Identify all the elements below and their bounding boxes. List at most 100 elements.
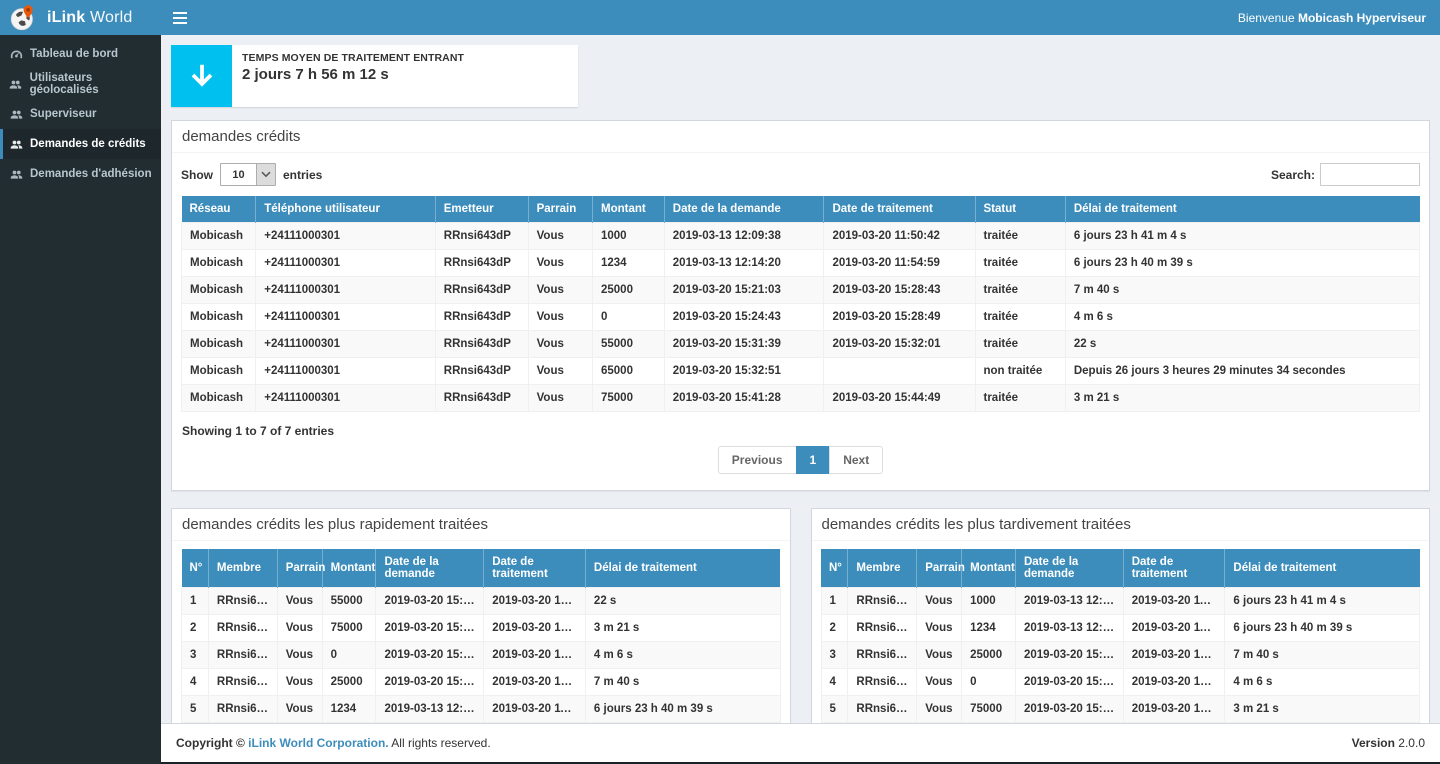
table-row: 4RRnsi643dPVous250002019-03-20 15:21:032… bbox=[182, 669, 781, 696]
version-label: Version bbox=[1352, 736, 1395, 750]
table-cell: RRnsi643dP bbox=[208, 696, 277, 723]
table-cell: Vous bbox=[528, 223, 592, 250]
sidebar-item-utilisateurs-geolocalises[interactable]: Utilisateurs géolocalisés bbox=[0, 69, 161, 99]
table-cell: 2019-03-20 11:54:59 bbox=[484, 696, 586, 723]
table-cell: 1234 bbox=[962, 615, 1016, 642]
table-row: Mobicash+24111000301RRnsi643dPVous750002… bbox=[182, 385, 1420, 412]
table-cell: +24111000301 bbox=[256, 304, 436, 331]
brand-logo[interactable]: iLink World bbox=[0, 0, 161, 35]
table-cell: 4 bbox=[182, 669, 209, 696]
sidebar-item-superviseur[interactable]: Superviseur bbox=[0, 99, 161, 129]
table-cell: 2019-03-20 15:41:28 bbox=[664, 385, 824, 412]
avg-processing-time-infobox: TEMPS MOYEN DE TRAITEMENT ENTRANT 2 jour… bbox=[171, 45, 578, 107]
footer: Copyright © iLink World Corporation. All… bbox=[161, 723, 1440, 762]
page-size-select[interactable]: 10 bbox=[220, 163, 276, 186]
table-cell: 25000 bbox=[322, 669, 376, 696]
gauge-icon bbox=[9, 48, 23, 61]
table-cell: 25000 bbox=[592, 277, 664, 304]
rights-text: All rights reserved. bbox=[389, 736, 491, 750]
column-header: N° bbox=[821, 549, 848, 588]
table-cell: 2019-03-13 12:14:20 bbox=[1015, 615, 1123, 642]
column-header[interactable]: Parrain bbox=[528, 196, 592, 223]
table-cell: 2019-03-20 15:44:49 bbox=[1123, 696, 1225, 723]
table-cell: 2019-03-20 15:28:43 bbox=[1123, 642, 1225, 669]
page-1-button[interactable]: 1 bbox=[796, 446, 831, 474]
column-header[interactable]: Montant bbox=[592, 196, 664, 223]
table-cell: +24111000301 bbox=[256, 250, 436, 277]
table-row: Mobicash+24111000301RRnsi643dPVous550002… bbox=[182, 331, 1420, 358]
hamburger-icon[interactable] bbox=[161, 0, 199, 35]
table-cell: 7 m 40 s bbox=[585, 669, 780, 696]
search-label: Search: bbox=[1271, 168, 1315, 182]
column-header: Montant bbox=[322, 549, 376, 588]
table-cell: 1000 bbox=[962, 588, 1016, 615]
table-cell: RRnsi643dP bbox=[208, 615, 277, 642]
next-page-button[interactable]: Next bbox=[829, 446, 883, 474]
column-header[interactable]: Date de la demande bbox=[664, 196, 824, 223]
sidebar-item-tableau-de-bord[interactable]: Tableau de bord bbox=[0, 39, 161, 69]
column-header[interactable]: Réseau bbox=[182, 196, 256, 223]
table-cell: 1 bbox=[821, 588, 848, 615]
previous-page-button[interactable]: Previous bbox=[718, 446, 797, 474]
table-cell: 3 m 21 s bbox=[1225, 696, 1420, 723]
sidebar-item-label: Demandes d'adhésion bbox=[30, 168, 152, 180]
column-header[interactable]: Statut bbox=[975, 196, 1065, 223]
table-row: Mobicash+24111000301RRnsi643dPVous02019-… bbox=[182, 304, 1420, 331]
fastest-processed-panel: demandes crédits les plus rapidement tra… bbox=[171, 508, 791, 734]
table-cell: 0 bbox=[592, 304, 664, 331]
entries-label: entries bbox=[283, 168, 322, 182]
table-cell: RRnsi643dP bbox=[435, 385, 528, 412]
table-cell: 2019-03-20 15:41:28 bbox=[1015, 696, 1123, 723]
column-header: Parrain bbox=[917, 549, 962, 588]
table-row: 2RRnsi643dPVous12342019-03-13 12:14:2020… bbox=[821, 615, 1420, 642]
table-cell: traitée bbox=[975, 223, 1065, 250]
table-cell: Mobicash bbox=[182, 223, 256, 250]
sidebar-item-label: Utilisateurs géolocalisés bbox=[30, 72, 161, 96]
infobox-label: TEMPS MOYEN DE TRAITEMENT ENTRANT bbox=[242, 52, 464, 64]
table-cell: traitée bbox=[975, 250, 1065, 277]
table-cell: 0 bbox=[322, 642, 376, 669]
table-cell: RRnsi643dP bbox=[208, 669, 277, 696]
table-cell: 0 bbox=[962, 669, 1016, 696]
table-cell: RRnsi643dP bbox=[208, 588, 277, 615]
table-cell: 2019-03-20 15:21:03 bbox=[1015, 642, 1123, 669]
table-summary: Showing 1 to 7 of 7 entries bbox=[182, 424, 1420, 438]
company-link[interactable]: iLink World Corporation. bbox=[248, 736, 388, 750]
table-row: 4RRnsi643dPVous02019-03-20 15:24:432019-… bbox=[821, 669, 1420, 696]
search-input[interactable] bbox=[1320, 163, 1420, 186]
column-header: Date de la demande bbox=[1015, 549, 1123, 588]
table-cell: 2019-03-20 11:50:42 bbox=[824, 223, 975, 250]
chevron-down-icon bbox=[256, 164, 275, 185]
table-cell: 2019-03-13 12:14:20 bbox=[376, 696, 484, 723]
table-cell: Vous bbox=[528, 358, 592, 385]
table-cell: Mobicash bbox=[182, 304, 256, 331]
table-cell: Vous bbox=[277, 669, 322, 696]
welcome-message: Bienvenue Mobicash Hyperviseur bbox=[1238, 11, 1440, 25]
column-header[interactable]: Date de traitement bbox=[824, 196, 975, 223]
column-header[interactable]: Téléphone utilisateur bbox=[256, 196, 436, 223]
table-cell: 2 bbox=[182, 615, 209, 642]
table-cell: Mobicash bbox=[182, 250, 256, 277]
table-cell: RRnsi643dP bbox=[435, 304, 528, 331]
column-header: N° bbox=[182, 549, 209, 588]
column-header[interactable]: Emetteur bbox=[435, 196, 528, 223]
table-cell: +24111000301 bbox=[256, 277, 436, 304]
table-cell: 2019-03-20 15:32:01 bbox=[824, 331, 975, 358]
users-icon bbox=[9, 78, 23, 91]
users-icon bbox=[9, 108, 23, 121]
sidebar-item-demandes-adhesion[interactable]: Demandes d'adhésion bbox=[0, 159, 161, 189]
table-cell: Mobicash bbox=[182, 277, 256, 304]
sidebar: iLink World Tableau de bord Utilisateurs… bbox=[0, 0, 161, 764]
sidebar-item-demandes-de-credits[interactable]: Demandes de crédits bbox=[0, 129, 161, 159]
table-cell: 2019-03-13 12:14:20 bbox=[664, 250, 824, 277]
column-header[interactable]: Délai de traitement bbox=[1065, 196, 1419, 223]
main-content: TEMPS MOYEN DE TRAITEMENT ENTRANT 2 jour… bbox=[161, 35, 1440, 762]
table-cell: 1234 bbox=[592, 250, 664, 277]
table-cell: Vous bbox=[917, 696, 962, 723]
table-cell: Vous bbox=[917, 615, 962, 642]
table-cell: 2019-03-20 15:41:28 bbox=[376, 615, 484, 642]
table-cell: 65000 bbox=[592, 358, 664, 385]
show-label: Show bbox=[181, 168, 213, 182]
table-cell: Mobicash bbox=[182, 358, 256, 385]
table-cell: 2019-03-20 15:31:39 bbox=[376, 588, 484, 615]
